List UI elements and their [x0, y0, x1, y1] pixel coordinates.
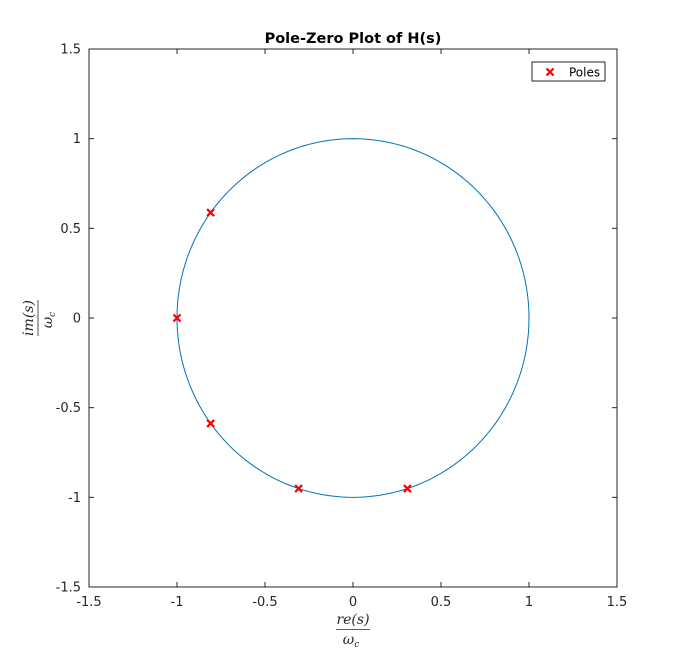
x-tick-labels: -1.5 -1 -0.5 0 0.5 1 1.5 — [76, 595, 627, 610]
x-axis-label-denominator-symbol: ω — [343, 632, 355, 648]
y-tick-label: -1 — [68, 491, 81, 506]
x-axis-label-numerator: re(s) — [336, 612, 369, 628]
x-axis-label: re(s) ωc — [336, 612, 370, 650]
x-tick-label: 0 — [349, 595, 357, 610]
x-tick-label: 1 — [525, 595, 533, 610]
x-tick-label: -0.5 — [252, 595, 277, 610]
y-tick-label: 1.5 — [60, 43, 81, 58]
y-tick-label: -0.5 — [56, 401, 81, 416]
x-tick-label: 0.5 — [431, 595, 452, 610]
legend-x-marker — [545, 67, 555, 77]
pole-marker — [206, 208, 215, 217]
tick-marks — [88, 48, 618, 588]
legend-marker-x-icon — [545, 67, 555, 77]
x-axis-label-denominator-subscript: c — [354, 640, 359, 650]
y-axis-label-numerator: im(s) — [21, 300, 37, 336]
y-tick-label: 0.5 — [60, 222, 81, 237]
y-tick-label: 0 — [73, 312, 81, 327]
y-axis-label-denominator-symbol: ω — [40, 316, 56, 328]
y-tick-label: -1.5 — [56, 581, 81, 596]
axes-box — [88, 48, 618, 588]
pole-marker — [206, 419, 215, 428]
x-tick-label: 1.5 — [607, 595, 628, 610]
y-axis-label-denominator: ωc — [40, 312, 58, 328]
legend-box — [531, 61, 606, 82]
x-axis-label-denominator: ωc — [343, 632, 359, 650]
y-axis-label: im(s) ωc — [21, 300, 58, 336]
legend-entry-poles: Poles — [569, 66, 600, 80]
y-axis-label-denominator-subscript: c — [48, 312, 58, 317]
x-tick-label: -1 — [171, 595, 184, 610]
y-tick-label: 1 — [73, 132, 81, 147]
chart-title: Pole-Zero Plot of H(s) — [265, 31, 442, 47]
x-tick-label: -1.5 — [76, 595, 101, 610]
poles-series — [172, 208, 412, 493]
pole-marker — [294, 484, 303, 493]
y-tick-labels: -1.5 -1 -0.5 0 0.5 1 1.5 — [56, 43, 81, 596]
pole-marker — [172, 313, 182, 323]
pole-marker — [403, 484, 412, 493]
legend: Poles — [531, 61, 606, 82]
